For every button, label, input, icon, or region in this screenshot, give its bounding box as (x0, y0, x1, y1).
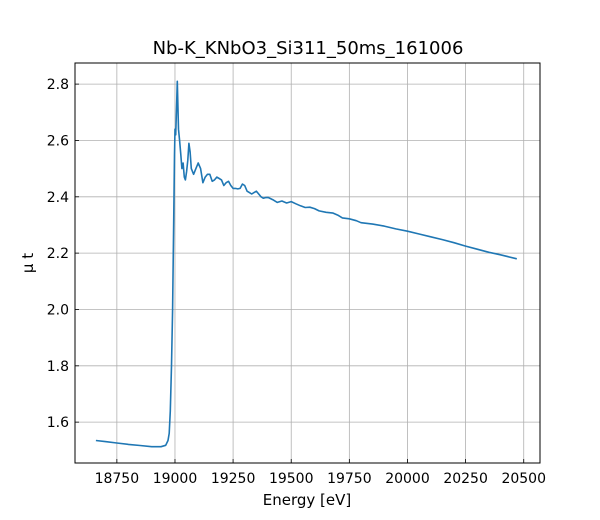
x-axis: 18750 19000 19250 19500 19750 20000 20250 20500 (95, 459, 546, 487)
series-line (95, 80, 517, 448)
x-tick-label: 20500 (501, 471, 546, 487)
chart-title: Nb-K_KNbO3_Si311_50ms_161006 (153, 38, 464, 59)
y-tick-label: 1.6 (47, 415, 69, 431)
series-group (95, 80, 517, 448)
y-tick-label: 2.0 (47, 302, 69, 318)
x-tick-label: 19000 (153, 471, 198, 487)
x-tick-label: 20000 (385, 471, 430, 487)
y-axis-label: μ t (19, 253, 37, 273)
y-tick-label: 2.6 (47, 133, 69, 149)
y-axis: 1.6 1.8 2.0 2.2 2.4 2.6 2.8 (47, 77, 79, 431)
x-tick-label: 19750 (327, 471, 372, 487)
plot-frame (74, 62, 541, 464)
x-tick-label: 18750 (95, 471, 140, 487)
y-tick-label: 2.8 (47, 77, 69, 93)
grid-lines (75, 63, 540, 463)
x-axis-label: Energy [eV] (263, 491, 351, 509)
y-tick-label: 2.2 (47, 246, 69, 262)
y-tick-label: 1.8 (47, 359, 69, 375)
y-tick-label: 2.4 (47, 190, 69, 206)
x-tick-label: 19250 (211, 471, 256, 487)
x-tick-label: 19500 (269, 471, 314, 487)
x-tick-label: 20250 (443, 471, 488, 487)
